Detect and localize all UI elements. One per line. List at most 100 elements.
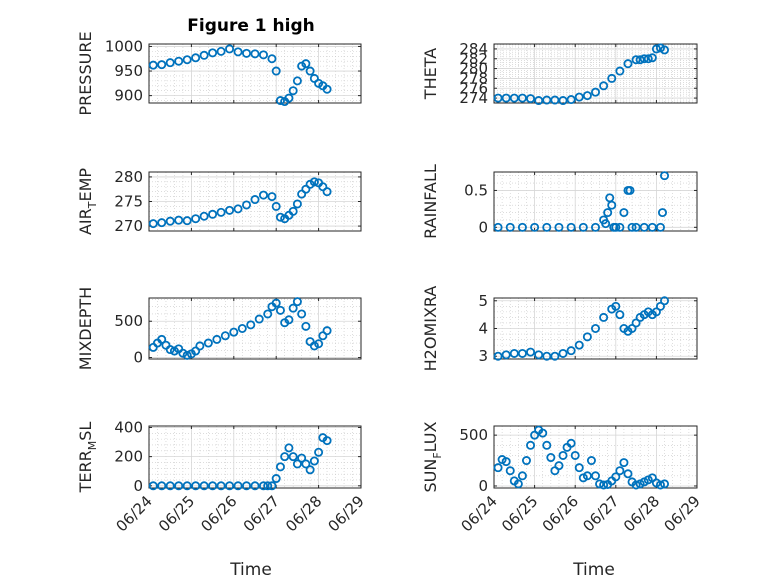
data-point — [233, 481, 243, 491]
data-point — [233, 47, 243, 57]
data-point — [322, 187, 332, 197]
data-point — [271, 66, 281, 76]
y-tick-label: 275 — [114, 193, 143, 211]
data-point — [586, 456, 596, 466]
data-point — [566, 346, 576, 356]
subplot-rainfall: 0 0.5 RAINFALL — [421, 164, 698, 239]
y-axis-label-air-temp: AIRTEMP — [76, 168, 99, 235]
data-point — [651, 307, 661, 317]
data-point — [509, 93, 519, 103]
x-tick-label: 06/25 — [155, 492, 198, 535]
data-point — [191, 53, 201, 63]
data-point — [591, 471, 601, 481]
data-point — [301, 459, 311, 469]
data-point — [615, 466, 625, 476]
data-point — [229, 327, 239, 337]
data-point — [655, 301, 665, 311]
data-point — [242, 48, 252, 58]
y-tick-label: 500 — [114, 312, 143, 330]
y-axis-label-terr-msl: TERRMSL — [76, 422, 99, 494]
data-point — [655, 480, 665, 490]
data-point — [660, 479, 670, 489]
data-point — [627, 222, 637, 232]
data-point — [305, 465, 315, 475]
data-point — [288, 452, 298, 462]
data-point — [493, 351, 503, 361]
data-point — [643, 54, 653, 64]
data-point — [546, 453, 556, 463]
data-point — [509, 348, 519, 358]
y-tick-label: 0 — [478, 218, 488, 236]
data-point — [623, 59, 633, 69]
data-point — [493, 463, 503, 473]
x-tick-label: 06/29 — [661, 492, 704, 535]
data-point — [182, 481, 192, 491]
data-point — [623, 469, 633, 479]
data-point — [493, 222, 503, 232]
data-point — [148, 219, 158, 229]
data-point — [199, 50, 209, 60]
data-point — [314, 447, 324, 457]
data-point — [601, 219, 611, 229]
data-point — [225, 481, 235, 491]
data-point — [199, 481, 209, 491]
data-point — [550, 95, 560, 105]
data-point — [566, 222, 576, 232]
data-point — [501, 93, 511, 103]
data-point — [182, 350, 192, 360]
data-point — [611, 472, 621, 482]
data-point — [284, 93, 294, 103]
data-point — [517, 348, 527, 358]
data-point — [216, 207, 226, 217]
data-point — [501, 457, 511, 467]
data-point — [191, 214, 201, 224]
data-point — [165, 345, 175, 355]
data-point — [271, 201, 281, 211]
data-point — [267, 54, 277, 64]
data-point — [246, 320, 256, 330]
data-point — [275, 96, 285, 106]
data-point — [631, 222, 641, 232]
data-point — [599, 81, 609, 91]
data-point — [258, 481, 268, 491]
data-point — [542, 222, 552, 232]
data-point — [627, 323, 637, 333]
data-point — [578, 222, 588, 232]
data-point — [314, 339, 324, 349]
data-point — [660, 171, 670, 181]
data-point — [631, 480, 641, 490]
subplot-pressure: 900 950 1000 PRESSURE — [76, 31, 362, 116]
y-tick-label: 274 — [459, 89, 488, 107]
data-point — [554, 222, 564, 232]
y-tick-label: 0.5 — [464, 181, 488, 199]
x-tick-label: 06/27 — [579, 492, 622, 535]
data-point — [558, 96, 568, 106]
data-point — [615, 310, 625, 320]
data-point — [635, 55, 645, 65]
data-point — [288, 206, 298, 216]
data-point — [505, 466, 515, 476]
data-point — [517, 471, 527, 481]
x-tick-label: 06/29 — [325, 492, 368, 535]
data-point — [165, 216, 175, 226]
data-point — [566, 95, 576, 105]
data-point — [591, 87, 601, 97]
data-point — [558, 348, 568, 358]
data-point — [599, 312, 609, 322]
y-axis-label-sun-flux: SUNFLUX — [421, 421, 444, 492]
y-axis-label-h2omixra: H2OMIXRA — [421, 286, 440, 372]
data-point — [582, 471, 592, 481]
y-tick-label: 400 — [114, 418, 143, 436]
data-point — [157, 60, 167, 70]
data-point — [208, 48, 218, 58]
data-point — [157, 218, 167, 228]
data-point — [284, 315, 294, 325]
data-point — [216, 46, 226, 56]
figure-title: Figure 1 high — [187, 16, 315, 36]
y-tick-label: 5 — [478, 292, 488, 310]
data-point — [534, 350, 544, 360]
y-tick-label: 282 — [459, 50, 488, 68]
data-point — [655, 222, 665, 232]
y-tick-label: 0 — [478, 477, 488, 495]
